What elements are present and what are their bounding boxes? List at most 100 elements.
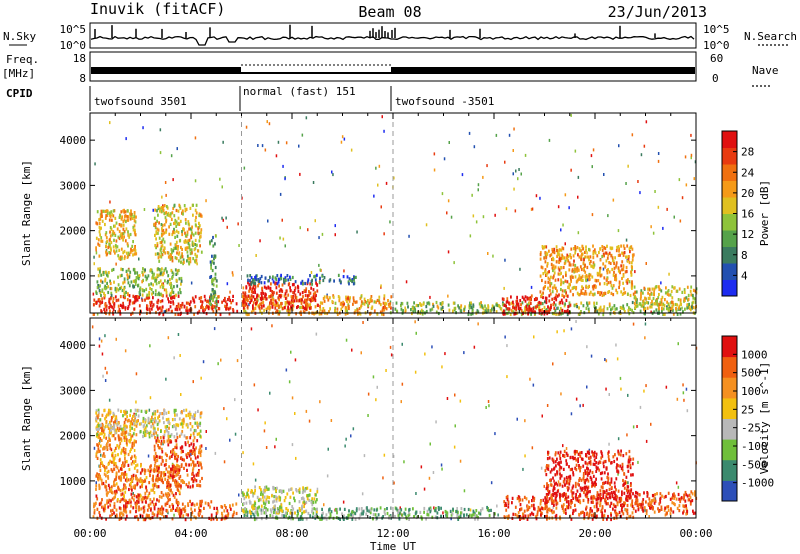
echo-cell bbox=[330, 510, 333, 514]
echo-cell bbox=[277, 280, 280, 284]
echo-cell bbox=[131, 422, 134, 426]
echo-cell bbox=[578, 255, 581, 259]
echo-cell bbox=[580, 289, 583, 293]
echo-cell bbox=[166, 270, 168, 274]
echo-cell bbox=[219, 312, 222, 317]
echo-cell bbox=[201, 476, 203, 481]
echo-cell bbox=[141, 514, 144, 518]
echo-cell bbox=[109, 246, 112, 250]
echo-cell bbox=[110, 248, 112, 252]
scatter-point bbox=[308, 419, 311, 423]
echo-cell bbox=[119, 255, 122, 259]
echo-cell bbox=[321, 309, 324, 313]
echo-cell bbox=[285, 289, 288, 293]
echo-cell bbox=[156, 219, 158, 223]
echo-cell bbox=[316, 490, 319, 494]
scatter-point bbox=[132, 492, 134, 495]
echo-cell bbox=[134, 228, 136, 232]
echo-cell bbox=[560, 282, 562, 287]
echo-cell bbox=[271, 277, 274, 281]
echo-cell bbox=[549, 284, 552, 288]
echo-cell bbox=[168, 487, 170, 491]
scatter-point bbox=[232, 273, 234, 277]
echo-cell bbox=[176, 245, 178, 249]
cpid-segment-2: normal (fast) 151 bbox=[243, 85, 356, 98]
echo-cell bbox=[559, 300, 562, 304]
echo-cell bbox=[126, 255, 129, 259]
echo-cell bbox=[161, 253, 164, 257]
echo-cell bbox=[170, 248, 173, 252]
echo-cell bbox=[177, 294, 180, 298]
echo-cell bbox=[129, 424, 131, 428]
echo-cell bbox=[123, 293, 126, 297]
echo-cell bbox=[563, 289, 566, 293]
echo-cell bbox=[113, 302, 115, 306]
echo-cell bbox=[311, 298, 314, 302]
echo-cell bbox=[524, 308, 526, 312]
echo-cell bbox=[158, 281, 160, 285]
echo-cell bbox=[516, 295, 518, 299]
echo-cell bbox=[264, 489, 266, 493]
echo-cell bbox=[140, 422, 143, 426]
echo-cell bbox=[111, 469, 114, 473]
echo-cell bbox=[125, 227, 128, 231]
echo-cell bbox=[188, 223, 191, 227]
echo-cell bbox=[441, 307, 444, 311]
echo-cell bbox=[185, 308, 188, 312]
echo-cell bbox=[623, 307, 625, 311]
echo-cell bbox=[517, 305, 520, 309]
echo-cell bbox=[120, 432, 123, 436]
echo-cell bbox=[292, 517, 294, 521]
echo-cell bbox=[106, 445, 109, 450]
echo-cell bbox=[108, 434, 110, 438]
echo-cell bbox=[163, 246, 166, 250]
echo-cell bbox=[93, 509, 96, 513]
echo-cell bbox=[650, 305, 653, 309]
echo-cell bbox=[173, 408, 176, 412]
echo-cell bbox=[105, 466, 108, 470]
echo-cell bbox=[253, 278, 256, 282]
echo-cell bbox=[161, 305, 164, 309]
echo-cell bbox=[603, 305, 606, 309]
scatter-point bbox=[115, 337, 117, 341]
echo-cell bbox=[192, 443, 195, 447]
echo-cell bbox=[134, 271, 136, 275]
echo-cell bbox=[340, 307, 343, 311]
echo-cell bbox=[123, 453, 126, 457]
echo-cell bbox=[109, 446, 112, 451]
echo-cell bbox=[589, 273, 592, 277]
echo-cell bbox=[679, 312, 682, 316]
echo-cell bbox=[674, 302, 677, 307]
echo-cell bbox=[154, 451, 157, 456]
scatter-point bbox=[617, 437, 620, 441]
echo-cell bbox=[115, 245, 117, 249]
echo-cell bbox=[158, 464, 160, 468]
echo-cell bbox=[376, 312, 379, 316]
echo-cell bbox=[130, 500, 132, 504]
echo-cell bbox=[136, 463, 139, 467]
echo-cell bbox=[133, 211, 136, 215]
scatter-point bbox=[533, 335, 535, 339]
echo-cell bbox=[121, 215, 123, 219]
echo-cell bbox=[161, 207, 164, 211]
echo-cell bbox=[152, 426, 155, 430]
echo-cell bbox=[218, 307, 221, 311]
echo-cell bbox=[268, 496, 271, 500]
echo-cell bbox=[566, 308, 569, 313]
echo-cell bbox=[329, 296, 331, 300]
echo-cell bbox=[608, 270, 611, 274]
echo-cell bbox=[308, 304, 310, 308]
echo-cell bbox=[121, 430, 124, 434]
echo-cell bbox=[122, 227, 125, 231]
echo-cell bbox=[484, 304, 486, 308]
echo-cell bbox=[162, 228, 165, 233]
echo-cell bbox=[529, 301, 532, 305]
echo-cell bbox=[253, 491, 256, 495]
echo-cell bbox=[156, 305, 159, 309]
echo-cell bbox=[212, 292, 215, 296]
echo-cell bbox=[95, 417, 98, 421]
scatter-point bbox=[677, 485, 680, 489]
scatter-point bbox=[219, 177, 221, 181]
scatter-point bbox=[310, 271, 313, 274]
echo-cell bbox=[98, 411, 100, 415]
